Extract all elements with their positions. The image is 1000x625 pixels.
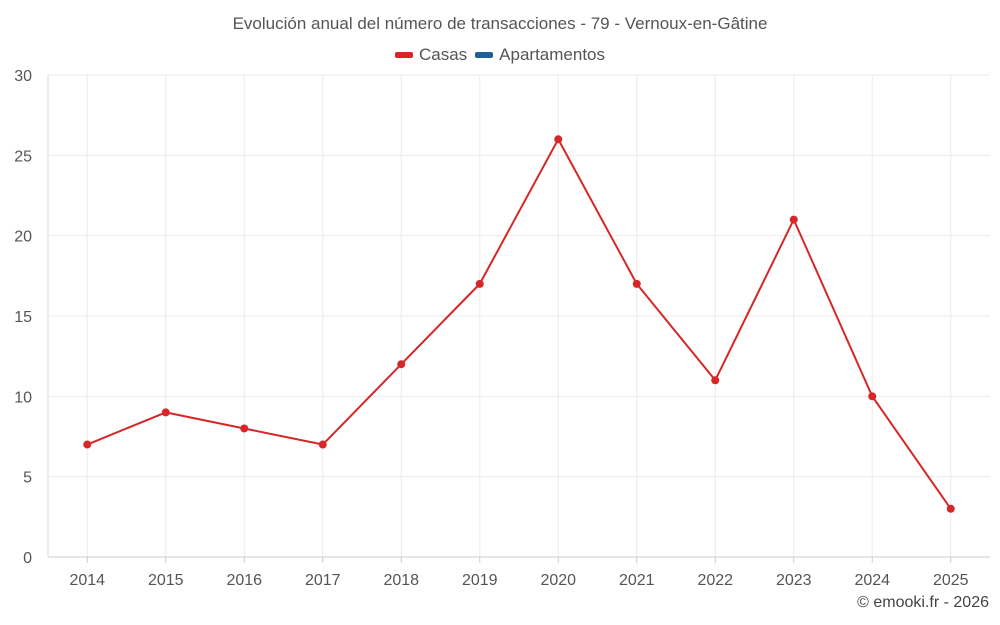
legend-swatch-apartamentos (475, 52, 494, 58)
legend-item-apartamentos[interactable]: Apartamentos (475, 45, 605, 65)
x-tick-label: 2023 (776, 572, 812, 589)
data-point[interactable] (161, 408, 170, 417)
x-tick-label: 2025 (933, 572, 969, 589)
data-point[interactable] (711, 376, 720, 385)
y-tick-label: 15 (14, 309, 32, 326)
y-tick-label: 20 (14, 229, 32, 246)
chart-axes (47, 75, 990, 563)
chart-legend: Casas Apartamentos (0, 45, 1000, 65)
x-tick-label: 2016 (226, 572, 262, 589)
y-tick-label: 10 (14, 389, 32, 406)
y-tick-label: 0 (23, 550, 32, 567)
x-tick-label: 2017 (305, 572, 341, 589)
x-tick-label: 2021 (619, 572, 655, 589)
data-point[interactable] (868, 392, 877, 401)
footer-credit: © emooki.fr - 2026 (857, 594, 989, 611)
data-point[interactable] (240, 424, 249, 433)
chart-title: Evolución anual del número de transaccio… (232, 14, 768, 33)
legend-label-apartamentos: Apartamentos (499, 45, 606, 64)
data-point[interactable] (789, 215, 798, 224)
y-tick-label: 25 (14, 148, 32, 165)
data-point[interactable] (83, 440, 92, 449)
x-tick-label: 2024 (854, 572, 890, 589)
data-point[interactable] (554, 135, 563, 144)
x-tick-label: 2015 (148, 572, 184, 589)
data-point[interactable] (397, 360, 406, 369)
x-tick-label: 2014 (69, 572, 105, 589)
data-point[interactable] (946, 504, 955, 513)
legend-label-casas: Casas (418, 45, 468, 64)
data-point[interactable] (632, 279, 641, 288)
y-tick-label: 30 (14, 68, 32, 85)
data-point[interactable] (475, 279, 484, 288)
x-tick-label: 2019 (462, 572, 498, 589)
x-tick-label: 2020 (540, 572, 576, 589)
x-tick-label: 2018 (383, 572, 419, 589)
data-point[interactable] (318, 440, 327, 449)
legend-item-casas[interactable]: Casas (394, 45, 468, 65)
chart-series (83, 135, 955, 513)
series-line-casas (86, 138, 952, 510)
y-tick-label: 5 (23, 470, 32, 487)
legend-swatch-casas (394, 52, 413, 58)
x-tick-label: 2022 (697, 572, 733, 589)
chart-grid (48, 74, 990, 557)
